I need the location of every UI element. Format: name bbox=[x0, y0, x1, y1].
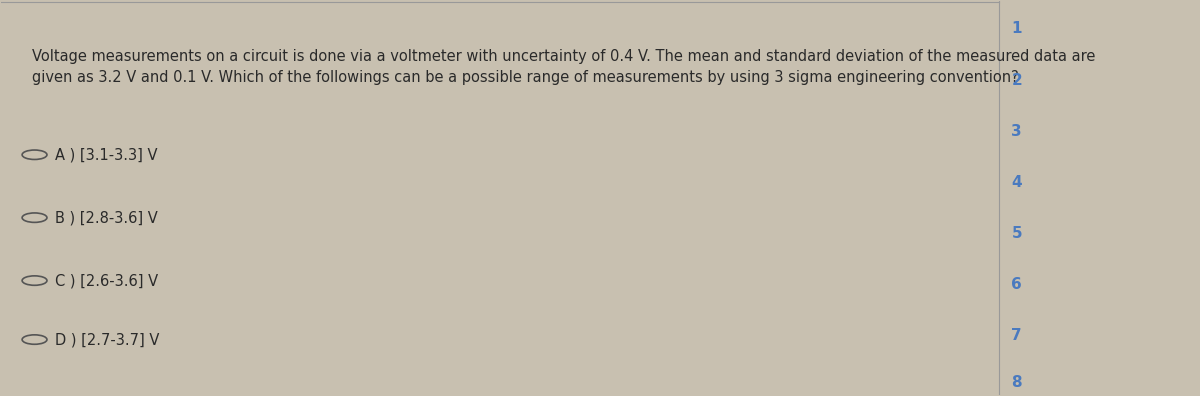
Text: B ) [2.8-3.6] V: B ) [2.8-3.6] V bbox=[55, 210, 158, 225]
Text: Voltage measurements on a circuit is done via a voltmeter with uncertainty of 0.: Voltage measurements on a circuit is don… bbox=[32, 49, 1096, 85]
Text: D ) [2.7-3.7] V: D ) [2.7-3.7] V bbox=[55, 332, 160, 347]
Text: 8: 8 bbox=[1012, 375, 1022, 390]
Text: 1: 1 bbox=[1012, 21, 1022, 36]
Text: 4: 4 bbox=[1012, 175, 1022, 190]
Text: 5: 5 bbox=[1012, 226, 1022, 241]
Text: 3: 3 bbox=[1012, 124, 1022, 139]
Text: 7: 7 bbox=[1012, 328, 1022, 343]
Text: C ) [2.6-3.6] V: C ) [2.6-3.6] V bbox=[55, 273, 158, 288]
Text: 6: 6 bbox=[1012, 277, 1022, 292]
Text: 2: 2 bbox=[1012, 72, 1022, 88]
Text: A ) [3.1-3.3] V: A ) [3.1-3.3] V bbox=[55, 147, 157, 162]
